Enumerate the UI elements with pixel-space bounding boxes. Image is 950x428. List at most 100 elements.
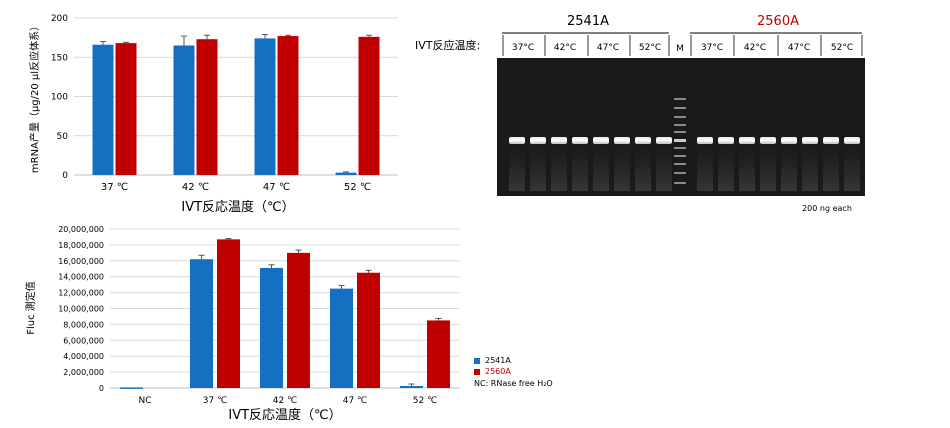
c1-x-tick-label: 42 ℃ <box>182 182 209 193</box>
c1-bar-2541a <box>92 44 114 175</box>
c1-x-tick-label: 37 ℃ <box>101 182 128 193</box>
gel-lane-label-2560a: 42°C <box>744 43 766 53</box>
gel-marker-band <box>674 116 686 118</box>
c1-x-tick-label: 47 ℃ <box>263 182 290 193</box>
gel-lane-label-2560a: 52°C <box>831 43 853 53</box>
gel-marker-band <box>674 139 686 142</box>
gel-marker-band <box>674 182 686 184</box>
gel-band <box>844 137 860 144</box>
chart2-gridlines <box>110 228 460 389</box>
chart1-y-ticks: 0 50 100 150 200 <box>51 14 68 181</box>
gel-smear <box>614 143 630 191</box>
chart2-y-axis-label: Fluc 測定值 <box>24 281 37 335</box>
legend: 2541A 2560A NC: RNase free H₂O <box>474 355 553 389</box>
c2-bar-2560a <box>427 320 450 388</box>
chart1-bars <box>92 33 380 176</box>
gel-smear <box>739 143 755 191</box>
gel-band <box>551 137 567 144</box>
gel-band <box>509 137 525 144</box>
c2-y-tick-label: 16,000,000 <box>58 257 104 266</box>
gel-lane-labels: 37°C 42°C 47°C 52°C 37°C 42°C 47°C 52°C <box>502 35 863 56</box>
gel-title-2541a: 2541A <box>567 14 609 29</box>
gel-lane-label-2560a: 47°C <box>788 43 810 53</box>
c2-y-tick-label: 14,000,000 <box>58 273 104 282</box>
c2-y-tick-label: 0 <box>99 384 104 393</box>
c2-y-tick-label: 12,000,000 <box>58 289 104 298</box>
c2-bar-2560a <box>287 252 310 388</box>
c2-bar-2541a <box>400 386 423 388</box>
c1-bar-2560a <box>115 43 137 176</box>
gel-marker-band <box>674 155 686 157</box>
c1-bar-2541a <box>173 45 195 175</box>
gel-band <box>656 137 672 144</box>
gel-smear <box>572 143 588 191</box>
c2-y-tick-label: 8,000,000 <box>63 320 104 329</box>
c2-bar-2541a <box>120 387 143 389</box>
c1-bar-2560a <box>196 39 218 175</box>
c2-bar-2560a <box>357 272 380 388</box>
chart2-x-ticks: NC 37 ℃ 42 ℃ 47 ℃ 52 ℃ <box>138 396 437 406</box>
gel-band <box>781 137 797 144</box>
c2-y-tick-label: 2,000,000 <box>63 368 104 377</box>
gel-smear <box>697 143 713 191</box>
c1-bar-2560a <box>277 36 299 176</box>
c2-y-tick-label: 4,000,000 <box>63 352 104 361</box>
gel-marker-band <box>674 98 686 100</box>
c1-bar-2560a <box>358 36 380 176</box>
gel-lane-label-2541a: 37°C <box>512 43 534 53</box>
chart1-x-axis-label: IVT反応温度（℃） <box>181 199 294 215</box>
gel-lane-label-2541a: 52°C <box>639 43 661 53</box>
c2-x-tick-label: NC <box>138 396 151 406</box>
c1-y-tick-label: 150 <box>51 53 68 63</box>
gel-band <box>593 137 609 144</box>
c1-bar-2541a <box>254 38 276 175</box>
gel-smear <box>718 143 734 191</box>
c1-y-tick-label: 100 <box>51 93 68 103</box>
c2-bar-2560a <box>217 239 240 388</box>
gel-marker-band <box>674 163 686 165</box>
gel-band <box>823 137 839 144</box>
gel-band <box>635 137 651 144</box>
gel-band <box>802 137 818 144</box>
c1-bar-2541a <box>335 172 357 175</box>
gel-marker-band <box>674 107 686 109</box>
gel-smear <box>635 143 651 191</box>
c2-bar-2541a <box>260 267 283 388</box>
gel-smear <box>656 143 672 191</box>
chart1-x-ticks: 37 ℃ 42 ℃ 47 ℃ 52 ℃ <box>101 182 371 193</box>
c2-x-tick-label: 37 ℃ <box>203 396 227 406</box>
gel-smear <box>802 143 818 191</box>
legend-item-2560a: 2560A <box>474 366 553 377</box>
gel-smear <box>781 143 797 191</box>
gel-smear <box>530 143 546 191</box>
gel-marker-band <box>674 124 686 126</box>
mrna-yield-chart: 0 50 100 150 200 37 ℃ 42 ℃ 47 ℃ 52 ℃ mRNA产量（μg/… <box>28 14 398 215</box>
c2-y-tick-label: 18,000,000 <box>58 241 104 250</box>
legend-swatch-2541a <box>474 357 480 364</box>
c1-y-tick-label: 50 <box>57 132 69 142</box>
gel-lane-label-2541a: 42°C <box>554 43 576 53</box>
gel-marker-label: M <box>676 44 684 54</box>
c2-y-tick-label: 6,000,000 <box>63 336 104 345</box>
legend-note: NC: RNase free H₂O <box>474 379 553 388</box>
gel-band <box>572 137 588 144</box>
c2-bar-2541a <box>190 259 213 388</box>
gel-band <box>760 137 776 144</box>
gel-smear <box>551 143 567 191</box>
gel-smear <box>823 143 839 191</box>
c2-y-tick-label: 10,000,000 <box>58 305 104 314</box>
c1-y-tick-label: 0 <box>62 171 68 181</box>
gel-smear <box>844 143 860 191</box>
gel-smear <box>760 143 776 191</box>
gel-electrophoresis-panel: 2541A 2560A IVT反应温度: 37°C 42°C 47°C 52°C 37°… <box>415 14 865 213</box>
gel-band <box>739 137 755 144</box>
c2-x-tick-label: 47 ℃ <box>343 396 367 406</box>
chart2-bars <box>120 238 450 389</box>
c2-x-tick-label: 52 ℃ <box>413 396 437 406</box>
legend-swatch-2560a <box>474 368 480 375</box>
gel-band <box>697 137 713 144</box>
c1-x-tick-label: 52 ℃ <box>344 182 371 193</box>
gel-marker-band <box>674 172 686 174</box>
gel-lane-label-2541a: 47°C <box>597 43 619 53</box>
fluc-chart: 0 2,000,000 4,000,000 6,000,000 8,000,000 10,… <box>24 225 460 423</box>
